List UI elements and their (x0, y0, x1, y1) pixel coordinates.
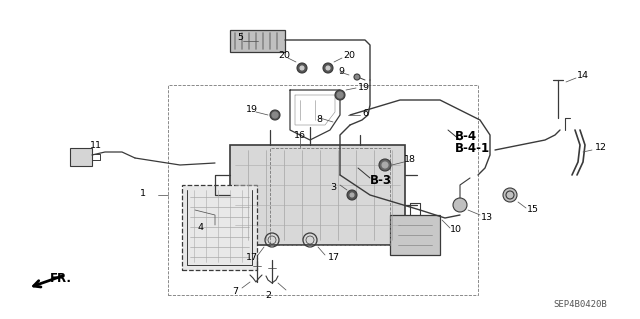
Text: 5: 5 (237, 33, 243, 42)
Text: 2: 2 (265, 291, 271, 300)
Text: 4: 4 (198, 224, 204, 233)
Text: B-4: B-4 (455, 130, 477, 143)
Circle shape (272, 112, 278, 118)
Text: 14: 14 (577, 71, 589, 80)
Text: B-4-1: B-4-1 (455, 142, 490, 154)
Text: 11: 11 (90, 140, 102, 150)
Bar (168, 85, 478, 295)
Circle shape (297, 63, 307, 73)
Circle shape (347, 190, 357, 200)
Text: 18: 18 (404, 155, 416, 165)
Circle shape (300, 66, 304, 70)
Text: SEP4B0420B: SEP4B0420B (553, 300, 607, 309)
Circle shape (350, 193, 354, 197)
Text: 16: 16 (294, 130, 306, 139)
Text: B-3: B-3 (370, 174, 392, 187)
Text: 13: 13 (481, 213, 493, 222)
Circle shape (337, 92, 343, 98)
Text: 15: 15 (527, 205, 539, 214)
Bar (70, 148, 92, 166)
Circle shape (379, 159, 391, 171)
Text: 1: 1 (140, 189, 146, 198)
Text: 6: 6 (362, 108, 368, 117)
Bar (390, 215, 440, 255)
Text: 19: 19 (246, 106, 258, 115)
Circle shape (270, 110, 280, 120)
Circle shape (382, 162, 388, 168)
Circle shape (503, 188, 517, 202)
Text: 19: 19 (358, 84, 370, 93)
Bar (182, 185, 257, 270)
Bar (230, 30, 285, 52)
Text: 7: 7 (232, 286, 238, 295)
Text: 9: 9 (338, 68, 344, 77)
Text: 17: 17 (246, 254, 258, 263)
Bar (230, 145, 405, 245)
Text: 17: 17 (328, 254, 340, 263)
Circle shape (335, 90, 345, 100)
Circle shape (453, 198, 467, 212)
Text: 3: 3 (330, 183, 336, 192)
Text: 10: 10 (450, 226, 462, 234)
Text: 12: 12 (595, 144, 607, 152)
Text: 20: 20 (278, 51, 290, 61)
Text: 20: 20 (343, 51, 355, 61)
Text: 8: 8 (316, 115, 322, 124)
Circle shape (326, 66, 330, 70)
Text: FR.: FR. (50, 271, 72, 285)
Circle shape (323, 63, 333, 73)
Circle shape (354, 74, 360, 80)
